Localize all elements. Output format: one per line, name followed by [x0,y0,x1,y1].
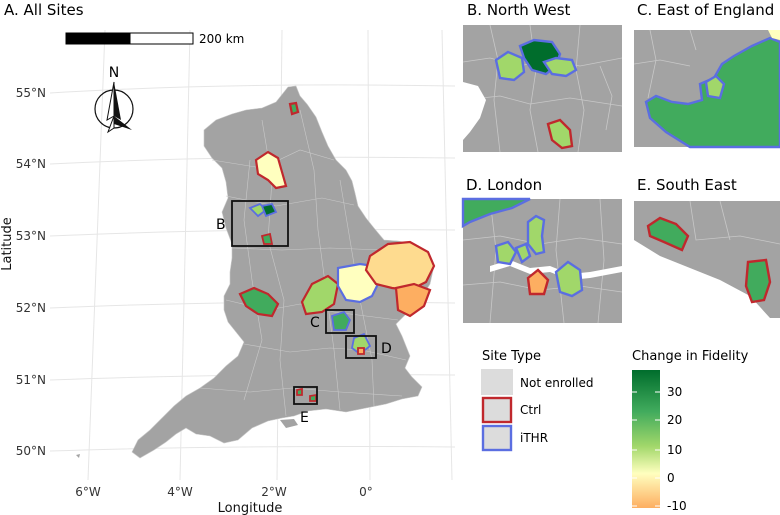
colorbar-tick-label: 30 [667,385,682,399]
panel-d-site-ithr-2 [526,214,546,256]
panel-d-thames [490,260,622,280]
legend-site-type: Site Type Not enrolled Ctrl iTHR [481,349,594,452]
site-ctrl-norfolk [364,240,436,292]
colorbar-ticks [632,391,660,507]
site-ctrl-wales-border [238,286,280,318]
panel-e-site-ctrl-2 [744,258,772,304]
panel-d: D. London [461,176,623,324]
inset-box-b [231,200,289,247]
inset-box-d [345,335,377,359]
site-ctrl-e-2 [309,393,317,402]
panel-b-site-ctrl [546,118,574,150]
panel-e-title: E. South East [637,176,737,194]
inset-box-e [293,386,318,405]
site-ctrl-northeast [288,101,300,116]
colorbar-tick-label: 20 [667,413,682,427]
panel-d-boundaries [462,198,623,324]
panel-e-site-ctrl-1 [646,216,690,252]
scilly-isles [76,454,80,458]
y-tick: 52°N [16,301,46,315]
legend-swatch-ithr [481,424,513,452]
y-axis-title: Latitude [0,217,15,271]
colorbar-tick-label: 0 [667,471,675,485]
y-tick: 54°N [16,157,46,171]
scale-bar: 200 km [65,32,244,46]
panel-a: A. All Sites [0,1,456,515]
scale-bar-black [65,32,131,45]
colorbar-tick-label: 10 [667,443,682,457]
site-ctrl-e-1 [296,387,303,396]
panel-d-site-ithr-1 [494,240,518,266]
y-ticks: 55°N 54°N 53°N 52°N 51°N 50°N [16,86,46,458]
inset-label-e: E [300,410,309,426]
legend-swatch-not-enrolled [481,369,513,395]
site-ctrl-suffolk [394,282,432,318]
panel-d-land [463,199,622,323]
panel-a-title: A. All Sites [4,1,84,19]
panel-c-corner [768,30,780,40]
england-landmass [131,85,435,459]
x-tick: 6°W [75,485,101,499]
site-ithr-nw-b [260,202,278,218]
site-ctrl-midlands-west [300,274,340,316]
legend-swatch-ctrl [481,396,513,424]
inset-label-b: B [216,217,226,233]
panel-b-site-ithr-3 [542,56,578,78]
x-tick: 0° [359,485,373,499]
y-tick: 51°N [16,373,46,387]
panel-c-title: C. East of England [637,1,774,19]
x-ticks: 6°W 4°W 2°W 0° [75,485,373,499]
site-ithr-d [351,332,372,356]
panel-d-site-ctrl [526,268,550,296]
panel-b-site-ithr-1 [494,50,526,82]
legend-label-ctrl: Ctrl [520,403,541,417]
legend-label-ithr: iTHR [520,431,548,445]
panel-e-boundaries [689,200,780,245]
legend-fidelity-colorbar [632,370,660,508]
y-tick: 53°N [16,229,46,243]
legend-fidelity: Change in Fidelity 30 20 10 0 -10 [632,349,749,513]
inset-box-c [325,309,355,334]
panel-b: B. North West [462,1,623,153]
colorbar-tick-label: -10 [667,499,687,513]
x-tick: 2°W [261,485,287,499]
panel-c: C. East of England [633,1,780,149]
panel-e: E. South East [634,176,780,318]
isle-of-wight [280,419,298,428]
legend-label-not-enrolled: Not enrolled [520,376,594,390]
x-tick: 4°W [167,485,193,499]
panel-a-sites [238,101,436,402]
legend-site-type-title: Site Type [482,349,541,364]
panel-d-site-ithr-3 [514,242,532,264]
site-ithr-c [331,310,352,331]
panel-b-estuary [463,82,486,140]
site-ctrl-nw [260,232,274,245]
north-arrow-label: N [109,65,119,81]
inset-label-d: D [381,341,392,357]
site-ctrl-d [357,347,365,355]
scale-bar-label: 200 km [199,32,244,46]
panel-c-site-ithr-small [704,74,726,100]
site-ctrl-cumbria [254,150,288,190]
x-axis-title: Longitude [218,501,283,515]
panel-b-title: B. North West [467,1,571,19]
north-arrow-icon: N [94,65,134,134]
y-tick: 50°N [16,444,46,458]
panel-c-boundaries [633,29,697,99]
inset-boxes [231,200,377,405]
panel-d-title: D. London [466,176,542,194]
panel-d-site-ithr-4 [554,260,584,298]
panel-d-site-ithr-top [461,197,531,229]
inset-label-c: C [310,315,320,331]
legend-fidelity-title: Change in Fidelity [632,349,749,364]
scale-bar-white [129,32,194,45]
panel-e-harbour [698,286,738,318]
y-tick: 55°N [16,86,46,100]
